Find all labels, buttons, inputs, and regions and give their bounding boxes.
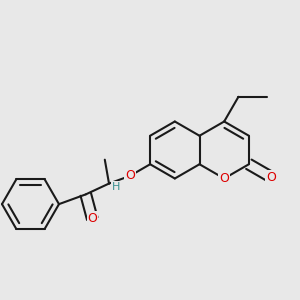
Text: O: O [266, 171, 276, 184]
Text: H: H [111, 182, 120, 192]
Text: O: O [125, 169, 135, 182]
Text: O: O [219, 172, 229, 185]
Text: O: O [87, 212, 97, 225]
